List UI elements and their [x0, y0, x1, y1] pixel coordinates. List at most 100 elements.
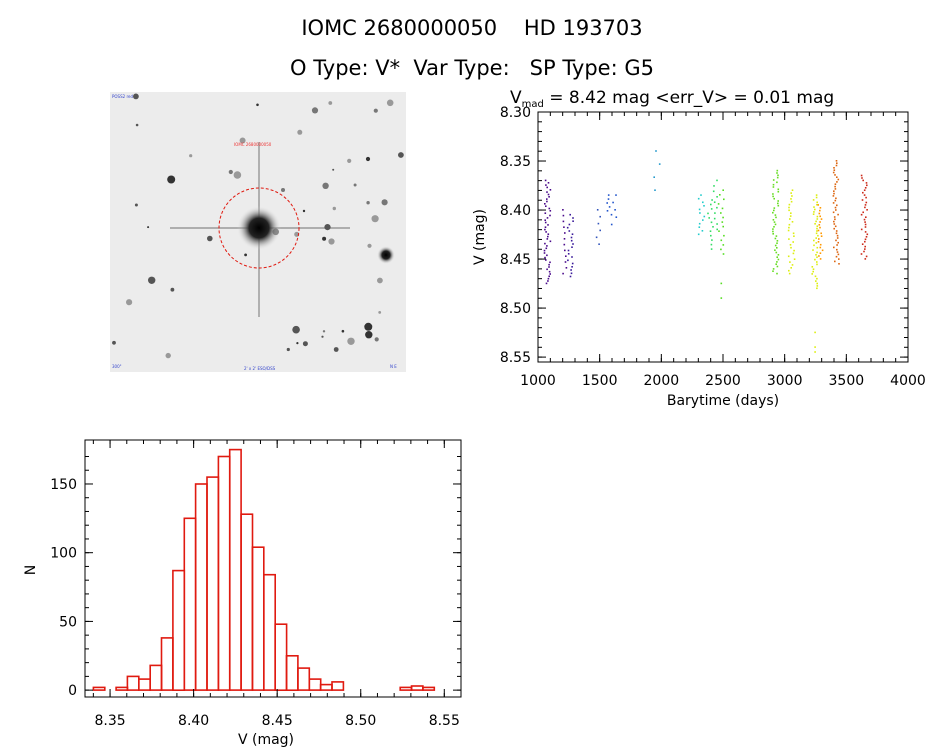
light-curve-point	[775, 263, 777, 265]
light-curve-point	[835, 197, 837, 200]
light-curve-point	[720, 282, 723, 285]
light-curve-point	[792, 232, 795, 235]
light-curve-point	[544, 219, 546, 221]
histogram-bar	[331, 681, 345, 691]
light-curve-point	[549, 261, 551, 264]
light-curve-point	[816, 287, 818, 290]
light-curve-point	[833, 192, 835, 195]
light-curve-point	[836, 181, 838, 183]
light-curve-point	[775, 216, 777, 219]
light-curve-point	[703, 215, 706, 218]
light-curve-point	[776, 172, 778, 174]
light-curve-point	[860, 213, 863, 216]
light-curve-point	[864, 245, 866, 248]
light-curve-point	[776, 181, 778, 184]
light-curve-point	[546, 200, 548, 203]
light-curve-point	[834, 199, 837, 202]
light-curve-point	[820, 235, 823, 237]
light-curve-point	[787, 229, 790, 232]
light-curve-point	[716, 196, 718, 198]
light-curve-point	[864, 231, 867, 233]
light-curve-ylabel: V (mag)	[472, 209, 488, 265]
light-curve-point	[864, 187, 867, 189]
light-curve-point	[546, 198, 548, 200]
light-curve-point	[816, 277, 818, 280]
histogram-bar	[126, 675, 140, 691]
star	[207, 235, 213, 242]
light-curve-point	[562, 272, 564, 275]
light-curve-point	[832, 171, 835, 174]
star	[365, 331, 373, 339]
y-tick-label: 100	[50, 546, 77, 562]
light-curve-point	[549, 240, 552, 243]
light-curve-point	[865, 182, 868, 184]
light-curve-point	[563, 243, 566, 246]
light-curve-point	[610, 213, 613, 216]
light-curve-point	[815, 242, 818, 244]
light-curve-point	[723, 234, 725, 237]
x-tick-label: 8.50	[345, 713, 376, 729]
histogram-bar	[92, 686, 106, 691]
histogram-bar	[262, 573, 276, 691]
light-curve-point	[546, 245, 548, 247]
light-curve-point	[819, 258, 822, 260]
light-curve-point	[792, 252, 795, 255]
y-tick-label: 8.50	[500, 301, 531, 317]
light-curve-point	[864, 221, 866, 223]
light-curve-point	[861, 199, 864, 201]
light-curve-point	[832, 202, 835, 204]
histogram-ylabel: N	[23, 565, 39, 575]
light-curve-point	[547, 233, 550, 235]
light-curve-point	[546, 217, 549, 219]
star	[386, 99, 394, 107]
light-curve-point	[608, 206, 611, 208]
light-curve-point	[788, 272, 791, 275]
light-curve-point	[819, 215, 821, 218]
light-curve-point	[570, 239, 573, 242]
light-curve-point	[549, 214, 551, 217]
light-curve-point	[835, 230, 838, 232]
star	[147, 226, 150, 229]
light-curve-point	[774, 249, 776, 251]
light-curve-point	[833, 246, 835, 249]
light-curve-point	[789, 218, 791, 220]
light-curve-point	[546, 238, 549, 240]
star	[377, 277, 383, 284]
light-curve-point	[817, 234, 819, 237]
star	[292, 325, 300, 334]
light-curve-point	[548, 270, 551, 273]
light-curve-point	[543, 252, 546, 254]
light-curve-point	[549, 273, 551, 275]
sky-image-survey-label: POSS2 red	[112, 94, 134, 99]
light-curve-point	[789, 261, 791, 263]
light-curve-point	[812, 268, 815, 270]
light-curve-point	[863, 218, 866, 221]
light-curve-point	[713, 201, 716, 203]
star	[148, 276, 156, 284]
light-curve-point	[788, 269, 790, 272]
light-curve-point	[816, 282, 818, 285]
light-curve-point	[546, 186, 548, 189]
star	[286, 347, 290, 352]
star	[126, 299, 133, 306]
histogram-bar	[183, 517, 197, 691]
star	[189, 154, 193, 158]
light-curve-point	[703, 205, 705, 207]
light-curve-point	[837, 178, 840, 181]
light-curve-point	[837, 241, 839, 244]
light-curve-point	[791, 221, 794, 223]
light-curve-point	[568, 223, 571, 226]
x-tick-label: 1000	[520, 373, 556, 389]
light-curve-point	[772, 193, 774, 195]
light-curve-point	[698, 208, 701, 211]
star	[333, 347, 339, 352]
light-curve-title-rest: = 8.42 mag <err_V> = 0.01 mag	[544, 88, 834, 108]
light-curve-point	[818, 224, 821, 226]
light-curve-point	[545, 184, 547, 186]
light-curve-point	[833, 216, 836, 218]
light-curve-point	[773, 226, 775, 228]
light-curve-point	[776, 272, 778, 275]
light-curve-point	[709, 230, 712, 232]
light-curve-point	[572, 243, 574, 245]
light-curve-point	[836, 237, 839, 239]
